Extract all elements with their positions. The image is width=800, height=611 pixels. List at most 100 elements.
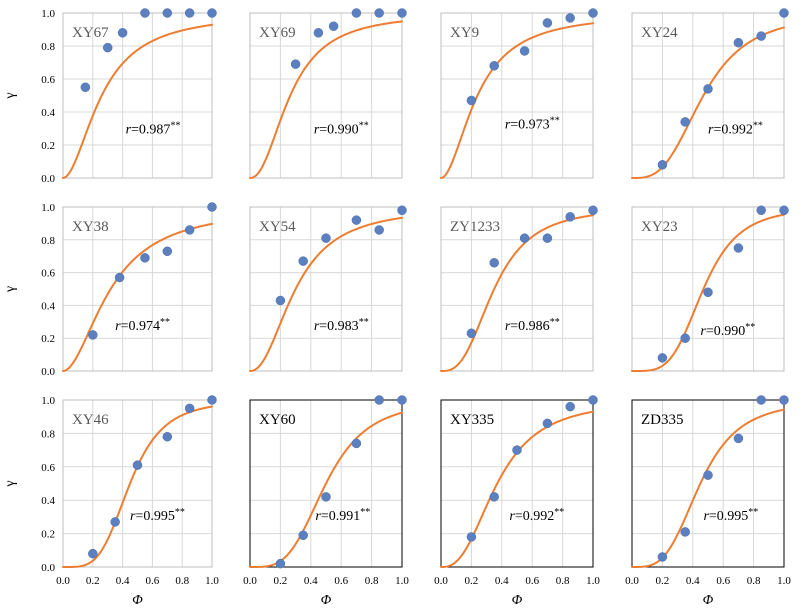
significance-mark: ** bbox=[748, 507, 758, 518]
significance-mark: ** bbox=[160, 317, 170, 328]
x-tick-label: 0.6 bbox=[146, 575, 160, 587]
y-tick-label: 0.0 bbox=[41, 562, 55, 574]
panel-title: XY24 bbox=[641, 25, 678, 41]
correlation-value: =0.991 bbox=[321, 509, 360, 524]
x-tick-label: 0.8 bbox=[747, 575, 761, 587]
data-point bbox=[298, 256, 308, 266]
plot-area bbox=[441, 400, 593, 567]
correlation-symbol: r bbox=[505, 319, 511, 334]
significance-mark: ** bbox=[175, 507, 185, 518]
data-point bbox=[397, 8, 407, 18]
x-tick-label: 0.0 bbox=[625, 575, 639, 587]
x-axis-title: Φ bbox=[132, 593, 143, 608]
correlation-value: =0.990 bbox=[706, 324, 745, 339]
panel-zd335: ZD335 r=0.995** 0.0 0.2 0.4 0.6 0.8 1.0 bbox=[625, 395, 791, 587]
data-point bbox=[162, 246, 173, 257]
correlation-value: =0.992 bbox=[713, 122, 752, 137]
plot-frame bbox=[62, 206, 213, 372]
significance-mark: ** bbox=[550, 317, 560, 328]
fit-curve bbox=[631, 408, 785, 568]
data-point bbox=[321, 233, 331, 243]
y-axis-title: γ bbox=[3, 480, 18, 487]
correlation-label: r=0.983** bbox=[314, 317, 369, 334]
significance-mark: ** bbox=[359, 317, 369, 328]
x-tick-label: 0.4 bbox=[304, 575, 318, 587]
panel-title: XY38 bbox=[72, 219, 109, 235]
plot-frame bbox=[249, 399, 403, 568]
panel-xy46: XY46 r=0.995** 0.0 0.2 0.4 0.6 0.8 1.0 0.0 0.2 0.4… bbox=[41, 395, 219, 587]
correlation-label: r=0.995** bbox=[703, 507, 758, 524]
plot-frame bbox=[631, 12, 785, 179]
y-axis-title: γ bbox=[3, 92, 18, 99]
plot-area bbox=[632, 13, 784, 178]
data-point bbox=[680, 333, 690, 343]
data-point bbox=[275, 295, 286, 306]
y-tick-label: 0.2 bbox=[41, 140, 55, 152]
significance-mark: ** bbox=[170, 120, 180, 131]
data-point bbox=[298, 530, 308, 541]
correlation-label: r=0.991** bbox=[315, 507, 370, 524]
data-point bbox=[542, 233, 553, 243]
data-point bbox=[328, 21, 339, 31]
data-point bbox=[565, 13, 575, 23]
data-point bbox=[140, 253, 150, 263]
data-point bbox=[588, 8, 598, 18]
plot-area bbox=[441, 207, 593, 371]
data-point bbox=[351, 215, 362, 225]
data-point bbox=[489, 61, 499, 71]
x-tick-label: 0.2 bbox=[465, 575, 479, 587]
correlation-value: =0.995 bbox=[136, 509, 175, 524]
panel-xy9: XY9 r=0.973** bbox=[440, 8, 598, 179]
y-tick-label: 0.4 bbox=[41, 300, 55, 312]
correlation-label: r=0.974** bbox=[115, 317, 170, 334]
fit-curve bbox=[62, 23, 213, 179]
data-point bbox=[779, 8, 789, 18]
plot-frame bbox=[62, 12, 213, 179]
correlation-label: r=0.990** bbox=[700, 322, 755, 339]
data-point bbox=[88, 548, 98, 559]
y-tick-label: 0.6 bbox=[41, 462, 55, 474]
y-tick-label: 0.0 bbox=[41, 173, 55, 185]
x-tick-label: 0.0 bbox=[56, 575, 70, 587]
y-tick-label: 0.8 bbox=[41, 428, 55, 440]
correlation-label: r=0.986** bbox=[505, 317, 560, 334]
y-tick-label: 0.6 bbox=[41, 268, 55, 280]
correlation-symbol: r bbox=[505, 118, 511, 133]
panel-xy335: XY335 r=0.992** 0.0 0.2 0.4 0.6 0.8 1.0 bbox=[434, 395, 600, 587]
panel-title: ZD335 bbox=[641, 412, 684, 428]
significance-mark: ** bbox=[554, 507, 564, 518]
correlation-value: =0.990 bbox=[319, 122, 358, 137]
correlation-label: r=0.990** bbox=[314, 120, 369, 137]
correlation-symbol: r bbox=[314, 319, 320, 334]
x-tick-label: 0.2 bbox=[656, 575, 670, 587]
data-point bbox=[466, 95, 477, 106]
data-point bbox=[88, 330, 98, 340]
data-point bbox=[519, 46, 530, 56]
x-tick-label: 0.6 bbox=[334, 575, 348, 587]
x-tick-label: 0.4 bbox=[686, 575, 700, 587]
x-tick-label: 1.0 bbox=[777, 575, 791, 587]
panel-title: XY9 bbox=[450, 25, 479, 41]
fit-curve bbox=[249, 216, 403, 372]
data-point bbox=[207, 202, 217, 212]
fit-curve bbox=[249, 20, 403, 179]
data-point bbox=[140, 8, 150, 18]
data-point bbox=[374, 8, 384, 18]
panel-title: XY335 bbox=[450, 412, 494, 428]
correlation-symbol: r bbox=[315, 509, 321, 524]
plot-area bbox=[441, 13, 593, 178]
data-point bbox=[162, 431, 173, 442]
data-point bbox=[779, 395, 789, 405]
plot-frame bbox=[631, 399, 785, 568]
plot-frame bbox=[249, 206, 403, 372]
data-point bbox=[542, 18, 553, 28]
data-point bbox=[489, 492, 499, 502]
panel-title: XY67 bbox=[72, 25, 109, 41]
panel-title: XY69 bbox=[259, 25, 296, 41]
data-point bbox=[275, 558, 286, 569]
x-axis-title: Φ bbox=[321, 593, 332, 608]
plot-area bbox=[63, 400, 212, 567]
data-point bbox=[321, 492, 331, 502]
y-tick-label: 1.0 bbox=[41, 395, 55, 407]
plot-frame bbox=[62, 399, 213, 568]
